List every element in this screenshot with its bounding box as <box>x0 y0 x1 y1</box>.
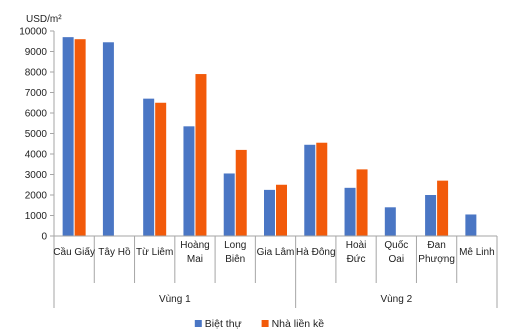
y-tick-label: 3000 <box>25 170 48 181</box>
y-tick-label: 10000 <box>19 27 47 38</box>
bar-biet-thu <box>425 195 437 236</box>
bar-nha-lien-ke <box>276 184 287 236</box>
category-label: Cầu Giấy <box>53 246 95 258</box>
bar-biet-thu <box>344 187 356 236</box>
bar-biet-thu <box>102 42 114 237</box>
y-tick-label: 8000 <box>25 68 48 79</box>
category-label: Oai <box>389 254 405 265</box>
category-label: Hoài <box>346 240 367 251</box>
y-tick-label: 6000 <box>25 109 48 120</box>
bar-biet-thu <box>183 126 195 236</box>
category-label: Mai <box>187 254 203 265</box>
category-label: Mê Linh <box>459 247 495 258</box>
category-label: Long <box>224 240 246 251</box>
y-axis-unit: USD/m² <box>26 14 62 25</box>
legend-swatch <box>261 320 269 327</box>
bar-biet-thu <box>465 214 477 236</box>
bar-nha-lien-ke <box>235 149 247 236</box>
y-tick-label: 9000 <box>25 47 48 58</box>
bar-biet-thu <box>143 98 155 237</box>
y-tick-label: 1000 <box>25 211 48 222</box>
category-label: Hoàng <box>180 240 209 251</box>
bar-nha-lien-ke <box>195 74 207 236</box>
y-tick-label: 5000 <box>25 129 48 140</box>
plot-area: 0 1000 2000 3000 4000 5000 6000 7000 8000 9000 100… <box>19 27 498 308</box>
y-tick-label: 0 <box>41 232 47 243</box>
category-label: Biên <box>225 254 245 265</box>
group-label: Vùng 1 <box>159 294 191 305</box>
category-label: Đức <box>347 254 366 265</box>
category-label: Phượng <box>418 254 455 265</box>
y-tick-label: 7000 <box>25 88 48 99</box>
bar-biet-thu <box>264 189 275 236</box>
category-label: Gia Lâm <box>257 247 295 258</box>
y-tick-label: 2000 <box>25 191 48 202</box>
bar-nha-lien-ke <box>316 142 328 236</box>
legend: Biệt thự Nhà liền kề <box>194 318 325 330</box>
bar-nha-lien-ke <box>74 39 86 237</box>
bar-biet-thu <box>223 173 235 236</box>
bar-nha-lien-ke <box>437 180 449 236</box>
bar-biet-thu <box>62 37 74 237</box>
bar-biet-thu <box>384 207 396 236</box>
y-tick-label: 4000 <box>25 150 48 161</box>
category-label: Quốc <box>384 239 408 251</box>
category-label: Tây Hồ <box>98 246 131 258</box>
category-label: Hà Đông <box>296 247 335 258</box>
group-label: Vùng 2 <box>380 294 412 305</box>
legend-label: Biệt thự <box>205 318 242 330</box>
bar-nha-lien-ke <box>155 102 167 236</box>
bar-biet-thu <box>304 144 316 236</box>
bar-nha-lien-ke <box>356 169 368 236</box>
category-label: Từ Liêm <box>136 247 173 258</box>
legend-label: Nhà liền kề <box>272 318 325 330</box>
category-label: Đan <box>427 240 445 251</box>
legend-swatch <box>194 320 202 327</box>
